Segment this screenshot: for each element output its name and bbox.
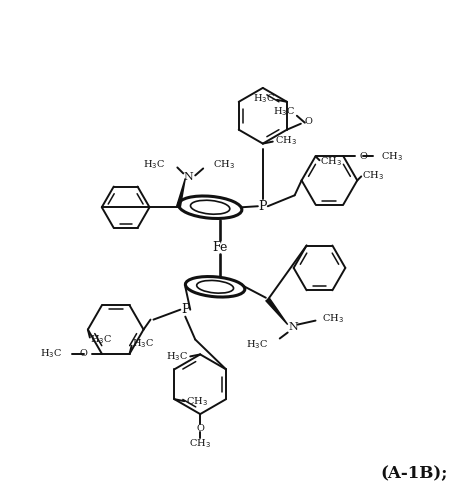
Text: H$_3$C: H$_3$C <box>246 338 268 351</box>
Text: CH$_3$: CH$_3$ <box>275 134 296 147</box>
Text: N: N <box>183 172 193 183</box>
Text: P: P <box>258 200 267 213</box>
Text: CH$_3$: CH$_3$ <box>186 395 208 408</box>
Text: H$_3$C: H$_3$C <box>144 158 166 171</box>
Text: CH$_3$: CH$_3$ <box>213 158 235 171</box>
Text: O: O <box>196 424 204 433</box>
Text: N: N <box>289 321 299 331</box>
Text: H$_3$C: H$_3$C <box>132 337 154 350</box>
Polygon shape <box>176 179 185 207</box>
Polygon shape <box>266 299 287 324</box>
Text: Fe: Fe <box>212 241 228 253</box>
Text: CH$_3$: CH$_3$ <box>381 150 403 163</box>
Text: P: P <box>181 303 189 316</box>
Text: CH$_3$: CH$_3$ <box>323 312 344 325</box>
Text: CH$_3$: CH$_3$ <box>320 155 342 168</box>
Text: H$_3$C: H$_3$C <box>166 350 188 363</box>
Text: (A-1B);: (A-1B); <box>380 465 447 482</box>
Text: H$_3$C: H$_3$C <box>253 92 275 105</box>
Text: CH$_3$: CH$_3$ <box>362 169 384 182</box>
Text: H$_3$C: H$_3$C <box>90 333 112 346</box>
Text: H$_3$C: H$_3$C <box>40 347 62 360</box>
Text: O: O <box>80 349 88 358</box>
Text: O: O <box>305 117 313 126</box>
Text: CH$_3$: CH$_3$ <box>189 438 211 450</box>
Text: H$_3$C: H$_3$C <box>273 105 295 118</box>
Text: O: O <box>359 152 367 161</box>
